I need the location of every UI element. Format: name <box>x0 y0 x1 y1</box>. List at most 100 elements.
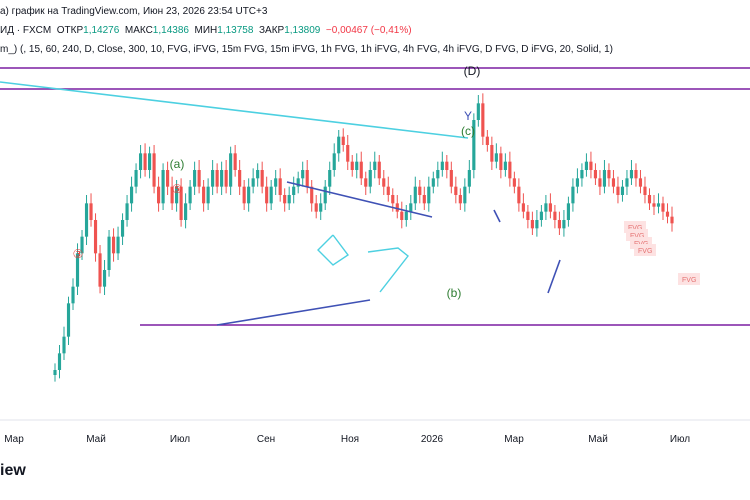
candle-body <box>409 203 413 212</box>
candle-body <box>346 145 350 162</box>
candle-body <box>220 170 224 187</box>
wave-label: ③ <box>73 247 84 261</box>
candle-body <box>530 220 534 229</box>
candle-body <box>206 186 210 204</box>
candle-body <box>571 186 575 204</box>
candle-body <box>440 161 444 170</box>
candle-body <box>629 170 634 179</box>
candle-body <box>265 186 269 204</box>
x-tick-label: Сен <box>257 434 275 445</box>
fvg-label: FVG <box>630 233 644 240</box>
wave-label: (a) <box>170 157 185 171</box>
pattern-shape-2 <box>367 247 409 293</box>
ohlc-line: ИД · FXCM ОТКР1,14276 МАКС1,14386 МИН1,1… <box>0 25 412 37</box>
indicator-settings-line[interactable]: m_) (, 15, 60, 240, D, Close, 300, 10, F… <box>0 44 613 56</box>
candle-body <box>616 186 620 195</box>
candle-body <box>319 203 323 212</box>
candle-body <box>314 203 318 212</box>
x-tick-label: Мар <box>4 434 24 445</box>
candle-body <box>575 178 579 187</box>
candle-body <box>148 153 152 170</box>
candle-body <box>143 153 147 170</box>
candle-body <box>373 161 377 170</box>
trendline-cyan <box>0 81 469 139</box>
candle-body <box>589 161 593 170</box>
candle-body <box>242 186 246 204</box>
fvg-label: FVG <box>682 277 696 284</box>
candle-body <box>557 220 561 229</box>
candle-body <box>328 170 332 187</box>
symbol-prefix: ИД · FXCM <box>0 25 52 36</box>
candle-body <box>634 170 638 179</box>
candle-body <box>661 203 665 212</box>
candle-body <box>355 161 359 170</box>
candle-body <box>161 170 165 204</box>
candle-body <box>611 178 616 187</box>
candle-body <box>341 136 345 145</box>
fvg-zone <box>678 273 700 285</box>
candle-body <box>296 178 300 187</box>
candle-body <box>323 186 327 204</box>
small-trendline <box>547 259 561 294</box>
pattern-shape-1 <box>317 234 350 266</box>
x-tick-label: Июл <box>670 434 690 445</box>
candles-layer <box>53 93 674 382</box>
candle-body <box>670 216 674 224</box>
high-value: 1,14386 <box>152 25 189 36</box>
price-chart[interactable]: FVGFVGFVGFVGFVG (D) Y(c) (a) ⑤ ③ (b) Мар Май Ию… <box>0 60 750 460</box>
x-tick-label: Май <box>86 434 106 445</box>
candle-body <box>418 186 422 195</box>
candle-body <box>427 186 431 204</box>
candle-body <box>382 178 386 187</box>
candle-body <box>413 186 417 204</box>
candle-body <box>57 353 62 370</box>
candle-body <box>368 170 372 187</box>
indicator-params[interactable]: m_) (, 15, 60, 240, D, Close, 300, 10, F… <box>0 44 613 55</box>
candle-body <box>211 170 215 187</box>
candle-body <box>71 286 75 304</box>
triangle-upper-line <box>286 181 433 218</box>
wave-label: (b) <box>447 286 462 300</box>
wave-label: ⑤ <box>172 182 183 196</box>
candle-body <box>359 161 363 179</box>
candle-body <box>652 203 656 207</box>
x-axis: Мар Май Июл Сен Ноя 2026 Мар Май Июл <box>4 434 690 445</box>
candle-body <box>602 170 607 187</box>
candle-body <box>454 186 458 195</box>
candle-body <box>197 170 201 187</box>
candle-body <box>107 236 111 270</box>
candle-body <box>310 186 314 204</box>
candle-body <box>386 186 390 195</box>
candle-body <box>134 170 138 187</box>
candle-body <box>350 161 354 170</box>
fvg-zone <box>634 244 656 256</box>
change-value: −0,00467 (−0,41%) <box>325 25 412 36</box>
low-value: 1,13758 <box>217 25 254 36</box>
candle-body <box>278 178 282 195</box>
candle-body <box>229 153 233 187</box>
candle-body <box>233 153 237 170</box>
close-label: ЗАКР <box>258 25 285 36</box>
wave-label: (c) <box>461 124 475 138</box>
candle-body <box>120 220 125 237</box>
candle-body <box>485 136 489 145</box>
candle-body <box>517 186 521 204</box>
x-tick-label: Мар <box>504 434 524 445</box>
drawings-layer: FVGFVGFVGFVGFVG <box>0 67 750 326</box>
x-tick-label: Май <box>588 434 608 445</box>
candle-body <box>544 203 548 212</box>
candle-body <box>422 195 426 204</box>
candle-body <box>481 103 485 137</box>
candle-body <box>238 170 242 187</box>
candle-body <box>458 195 462 204</box>
candle-body <box>580 170 584 179</box>
x-tick-label: Июл <box>170 434 190 445</box>
candle-body <box>620 186 625 195</box>
candle-body <box>247 186 251 204</box>
candle-body <box>400 211 404 220</box>
candle-body <box>62 336 66 354</box>
candle-body <box>116 236 120 254</box>
candle-body <box>287 195 291 204</box>
candle-body <box>337 136 341 154</box>
candle-body <box>404 211 408 220</box>
